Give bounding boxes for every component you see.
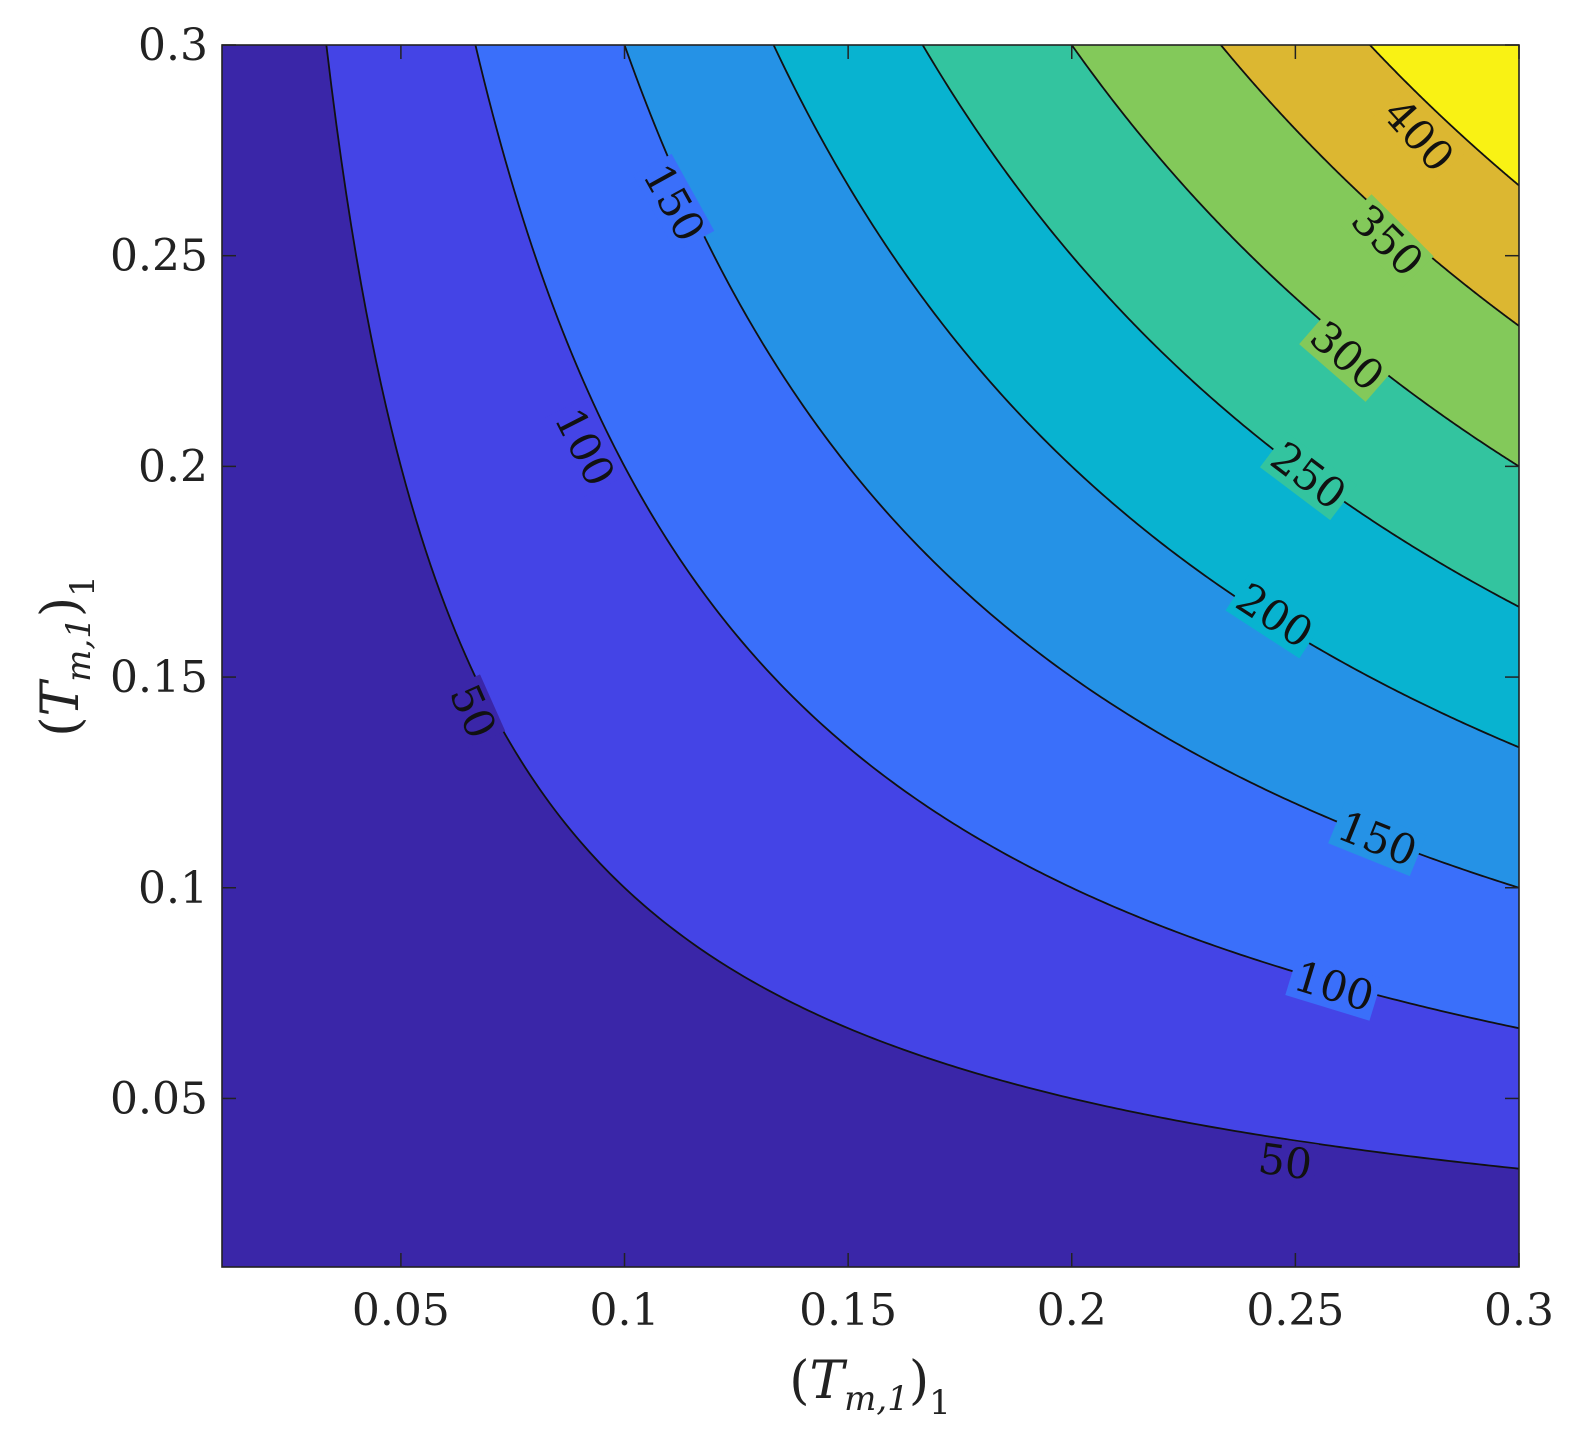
- contour-line-200: [772, 45, 1519, 749]
- x-tick-label: 0.25: [1246, 1285, 1344, 1336]
- contour-line-50: [325, 45, 1519, 1170]
- contour-label-text: 50: [1255, 1134, 1315, 1190]
- contour-lines: [325, 45, 1519, 1170]
- contour-line-400: [1369, 45, 1519, 187]
- contour-label-knockout: [633, 153, 715, 253]
- contour-label-100: 100: [544, 398, 625, 497]
- contour-band-8: [1369, 45, 1519, 186]
- contour-label-knockout: [1225, 573, 1324, 659]
- contour-line-300: [1071, 45, 1519, 468]
- contour-label-knockout: [1259, 432, 1357, 521]
- plot-frame: [221, 44, 1520, 1268]
- contour-label-knockout: [1372, 88, 1465, 184]
- y-axis-label: (Tm,1)1: [31, 575, 103, 737]
- x-axis-label: (Tm,1)1: [789, 1351, 951, 1423]
- x-tick-label: 0.1: [590, 1285, 660, 1336]
- contour-label-knockout: [1299, 310, 1395, 402]
- y-tick-label: 0.05: [110, 1073, 208, 1124]
- x-tick-label: 0.05: [352, 1285, 450, 1336]
- y-tick-label: 0.3: [138, 20, 208, 71]
- contour-label-knockout: [1251, 1135, 1319, 1189]
- y-tick-label: 0.15: [110, 652, 208, 703]
- contour-label-knockout: [544, 398, 624, 497]
- y-tick-label: 0.1: [138, 863, 208, 914]
- x-tick-label: 0.15: [799, 1285, 897, 1336]
- contour-label-knockout: [1340, 194, 1434, 288]
- contour-line-250: [921, 45, 1519, 608]
- contour-label-knockout: [439, 674, 506, 749]
- y-tick-label: 0.2: [138, 441, 208, 492]
- axis-ticks: 0.05 0.1 0.15 0.2 0.25 0.3 0.05 0.1 0.15 0.2 0.25 0…: [110, 20, 1554, 1336]
- contour-label-knockout: [1328, 802, 1427, 877]
- x-tick-label: 0.3: [1484, 1285, 1554, 1336]
- contour-label-50: 50: [1251, 1134, 1319, 1190]
- contour-fills: [222, 45, 1519, 1267]
- y-tick-label: 0.25: [110, 231, 208, 282]
- x-tick-label: 0.2: [1037, 1285, 1107, 1336]
- contour-label-knockout: [1285, 952, 1383, 1021]
